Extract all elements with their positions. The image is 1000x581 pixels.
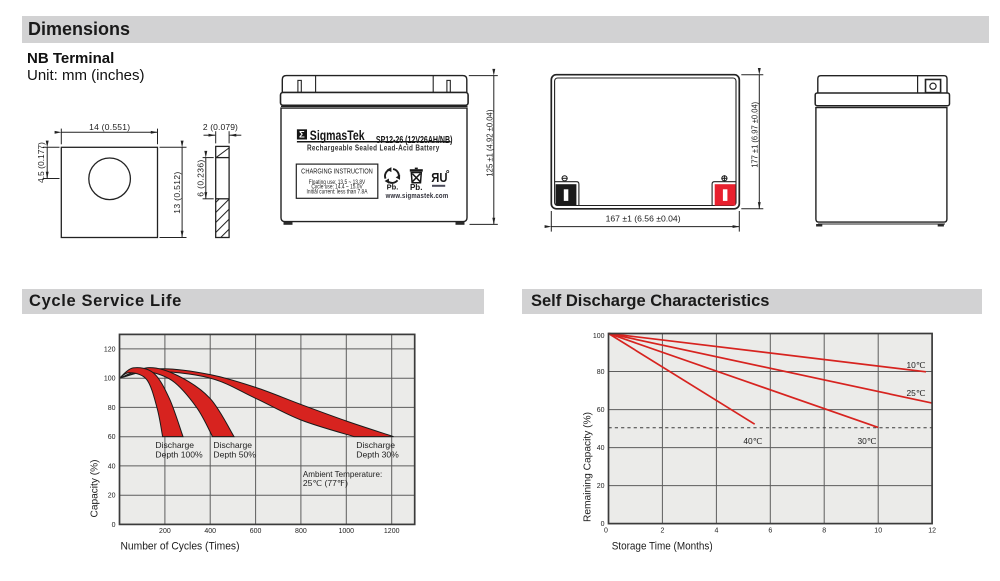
svg-text:125 ±1 (4.92 ±0.04): 125 ±1 (4.92 ±0.04) <box>484 109 494 176</box>
svg-text:SP12-26 (12V26AH/NB): SP12-26 (12V26AH/NB) <box>376 134 453 146</box>
svg-text:60: 60 <box>108 434 116 441</box>
svg-text:25℃ (77℉): 25℃ (77℉) <box>303 478 348 488</box>
svg-text:200: 200 <box>159 528 171 535</box>
svg-text:6 (0.236): 6 (0.236) <box>196 160 206 197</box>
svg-text:6: 6 <box>768 528 772 535</box>
svg-text:100: 100 <box>104 376 116 383</box>
svg-text:Discharge: Discharge <box>213 440 252 450</box>
svg-text:Ambient Temperature:: Ambient Temperature: <box>303 469 382 479</box>
svg-text:12: 12 <box>928 528 936 535</box>
svg-text:20: 20 <box>597 483 605 490</box>
svg-text:1000: 1000 <box>339 528 355 535</box>
svg-text:40℃: 40℃ <box>743 436 762 446</box>
svg-text:14 (0.551): 14 (0.551) <box>89 122 130 132</box>
svg-text:600: 600 <box>250 528 262 535</box>
svg-text:Depth 100%: Depth 100% <box>155 449 203 459</box>
svg-text:10: 10 <box>874 528 882 535</box>
svg-text:Capacity (%): Capacity (%) <box>89 460 101 518</box>
svg-text:800: 800 <box>295 528 307 535</box>
svg-text:Floating use: 13.5 ~ 13.8V: Floating use: 13.5 ~ 13.8V <box>309 179 366 186</box>
svg-text:2 (0.079): 2 (0.079) <box>203 122 238 132</box>
svg-text:20: 20 <box>108 493 116 500</box>
svg-text:Remaining Capacity (%): Remaining Capacity (%) <box>582 412 594 522</box>
svg-text:0: 0 <box>601 521 605 528</box>
svg-text:Rechargeable Sealed Lead-Acid: Rechargeable Sealed Lead-Acid Battery <box>307 143 440 153</box>
svg-text:CHARGING INSTRUCTION: CHARGING INSTRUCTION <box>301 168 373 176</box>
svg-text:4: 4 <box>714 528 718 535</box>
svg-text:SigmasTek: SigmasTek <box>310 128 365 144</box>
svg-text:100: 100 <box>593 333 605 340</box>
svg-text:Pb.: Pb. <box>387 182 399 191</box>
svg-text:80: 80 <box>597 369 605 376</box>
svg-text:0: 0 <box>112 522 116 529</box>
svg-text:1200: 1200 <box>384 528 400 535</box>
svg-text:10℃: 10℃ <box>907 360 926 370</box>
svg-text:Depth 30%: Depth 30% <box>356 449 399 459</box>
svg-text:60: 60 <box>597 407 605 414</box>
svg-text:Storage Time (Months): Storage Time (Months) <box>612 541 713 553</box>
svg-text:80: 80 <box>108 405 116 412</box>
svg-text:Cycle use: 14.4 ~ 15.0V: Cycle use: 14.4 ~ 15.0V <box>311 184 363 191</box>
svg-text:Depth 50%: Depth 50% <box>213 449 256 459</box>
svg-text:www.sigmastek.com: www.sigmastek.com <box>385 192 449 200</box>
svg-text:Pb.: Pb. <box>410 183 422 192</box>
svg-text:30℃: 30℃ <box>858 436 877 446</box>
svg-text:8: 8 <box>822 528 826 535</box>
svg-text:Discharge: Discharge <box>356 440 395 450</box>
svg-text:25℃: 25℃ <box>907 388 926 398</box>
svg-text:13 (0.512): 13 (0.512) <box>172 172 182 214</box>
svg-text:0: 0 <box>604 528 608 535</box>
svg-text:40: 40 <box>597 445 605 452</box>
svg-text:4.5 (0.177): 4.5 (0.177) <box>36 142 46 183</box>
svg-text:177 ±1 (6.97 ±0.04): 177 ±1 (6.97 ±0.04) <box>749 102 759 168</box>
svg-text:Discharge: Discharge <box>155 440 194 450</box>
svg-text:40: 40 <box>108 463 116 470</box>
svg-text:ЯU: ЯU <box>431 171 447 186</box>
svg-text:Initial current: less than 7.8: Initial current: less than 7.8A <box>307 189 368 196</box>
svg-text:120: 120 <box>104 346 116 353</box>
svg-text:Σ: Σ <box>299 130 305 141</box>
svg-text:Number of Cycles (Times): Number of Cycles (Times) <box>121 541 240 553</box>
svg-text:400: 400 <box>204 528 216 535</box>
svg-text:2: 2 <box>660 528 664 535</box>
svg-text:167 ±1 (6.56 ±0.04): 167 ±1 (6.56 ±0.04) <box>606 214 681 224</box>
